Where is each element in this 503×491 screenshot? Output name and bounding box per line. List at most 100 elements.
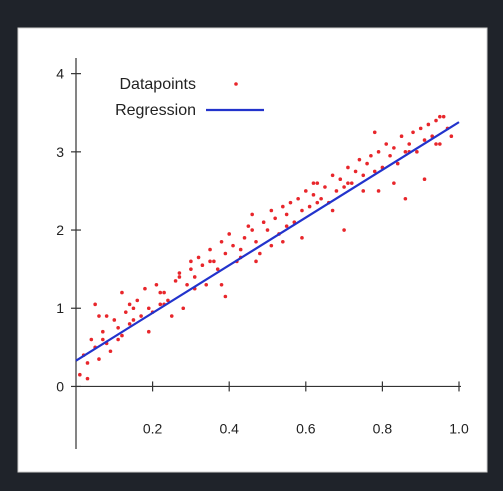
datapoint xyxy=(372,130,377,135)
datapoint xyxy=(369,153,373,158)
datapoint xyxy=(242,236,247,240)
x-ticks: 0.2 0.4 0.6 0.8 1.0 xyxy=(143,381,469,436)
datapoint xyxy=(323,185,327,189)
datapoint xyxy=(361,173,366,178)
datapoint xyxy=(403,150,408,154)
datapoint xyxy=(227,232,231,236)
datapoint xyxy=(219,282,224,287)
datapoint xyxy=(296,196,300,201)
datapoint xyxy=(349,181,354,185)
datapoint xyxy=(319,196,323,201)
datapoint xyxy=(254,239,258,244)
datapoint xyxy=(112,318,117,322)
datapoint xyxy=(388,153,392,158)
x-tick-label: 0.4 xyxy=(219,420,239,436)
x-tick-label: 0.6 xyxy=(296,420,316,436)
y-ticks: 0 1 2 3 4 xyxy=(56,66,81,394)
datapoint xyxy=(177,271,182,275)
datapoint xyxy=(116,325,120,330)
datapoint xyxy=(261,220,266,225)
datapoint xyxy=(392,146,396,150)
x-tick-label: 0.2 xyxy=(143,420,163,436)
datapoint xyxy=(250,212,254,217)
datapoint xyxy=(384,142,389,146)
datapoint xyxy=(131,318,136,322)
datapoint xyxy=(441,114,446,119)
y-tick-label: 2 xyxy=(56,222,64,238)
datapoint xyxy=(97,314,101,318)
datapoint xyxy=(288,200,293,205)
datapoint xyxy=(346,181,350,185)
datapoint xyxy=(361,189,366,193)
datapoint xyxy=(399,134,404,138)
datapoint xyxy=(208,259,212,264)
datapoint xyxy=(449,134,454,138)
datapoint xyxy=(154,282,159,287)
datapoint xyxy=(334,189,339,193)
datapoint xyxy=(108,349,113,354)
datapoint xyxy=(338,177,343,182)
datapoint xyxy=(143,286,147,291)
datapoint xyxy=(411,130,415,135)
y-tick-label: 1 xyxy=(56,300,64,316)
datapoint xyxy=(250,228,254,232)
datapoint xyxy=(169,314,174,318)
datapoint xyxy=(177,275,182,279)
datapoint xyxy=(173,279,178,283)
datapoint xyxy=(231,243,235,248)
datapoint xyxy=(415,150,419,154)
datapoint xyxy=(315,181,320,185)
datapoint xyxy=(123,310,128,314)
datapoint xyxy=(346,165,350,170)
datapoint xyxy=(315,200,320,205)
datapoint xyxy=(196,255,201,260)
datapoint xyxy=(219,239,224,244)
datapoint xyxy=(204,282,209,287)
datapoint xyxy=(120,290,124,295)
datapoint xyxy=(330,173,335,178)
datapoint xyxy=(212,259,216,264)
datapoint xyxy=(438,142,442,146)
datapoint xyxy=(330,208,335,213)
legend-marker-datapoints xyxy=(234,82,238,86)
datapoint xyxy=(392,181,396,185)
datapoint xyxy=(85,376,90,381)
datapoint xyxy=(162,290,166,295)
datapoint xyxy=(258,251,262,256)
datapoint xyxy=(135,298,140,303)
datapoint xyxy=(269,243,274,248)
datapoint xyxy=(158,302,163,307)
y-tick-label: 4 xyxy=(56,66,64,82)
datapoint xyxy=(372,169,377,174)
datapoint xyxy=(304,189,308,193)
datapoint xyxy=(407,142,412,146)
datapoint xyxy=(192,275,197,279)
datapoint xyxy=(273,216,277,221)
y-tick-label: 0 xyxy=(56,378,64,394)
datapoint xyxy=(238,247,243,252)
datapoint xyxy=(116,337,120,342)
datapoint xyxy=(376,150,381,154)
datapoint xyxy=(78,372,82,377)
datapoint xyxy=(434,118,438,123)
legend: Datapoints Regression xyxy=(115,76,264,119)
datapoint xyxy=(158,290,163,295)
datapoint xyxy=(357,157,362,162)
datapoint xyxy=(189,267,193,271)
datapoint xyxy=(208,247,212,252)
datapoint xyxy=(131,306,136,311)
regression-line xyxy=(75,121,460,362)
datapoint xyxy=(254,259,258,264)
datapoint xyxy=(284,224,289,228)
datapoint xyxy=(146,329,151,334)
datapoint xyxy=(127,302,132,307)
datapoint xyxy=(311,193,316,197)
datapoint xyxy=(342,228,346,232)
datapoint xyxy=(85,361,90,365)
datapoint xyxy=(120,333,124,338)
datapoint xyxy=(101,337,105,342)
x-tick-label: 0.8 xyxy=(373,420,393,436)
legend-label-datapoints: Datapoints xyxy=(120,76,197,93)
datapoint xyxy=(223,294,228,299)
